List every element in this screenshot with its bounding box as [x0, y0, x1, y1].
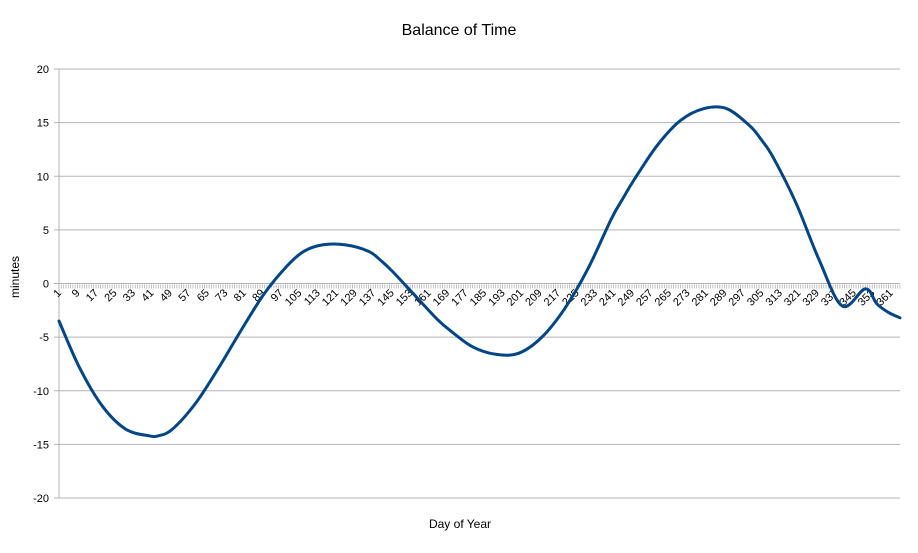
x-tick-label: 1	[51, 287, 64, 300]
x-tick-label: 25	[102, 287, 119, 304]
x-tick-label: 185	[468, 287, 489, 308]
x-tick-label: 257	[634, 287, 655, 308]
x-tick-label: 73	[213, 287, 230, 304]
x-tick-label: 145	[375, 287, 396, 308]
axes	[58, 69, 901, 498]
x-tick-label: 281	[690, 287, 711, 308]
gridlines	[54, 68, 900, 499]
x-tick-label: 81	[232, 287, 249, 304]
x-tick-label: 113	[302, 287, 323, 308]
x-tick-label: 169	[431, 287, 452, 308]
x-tick-label: 9	[70, 287, 83, 300]
y-tick-label: 20	[37, 64, 49, 76]
y-tick-label: -10	[33, 386, 49, 398]
x-tick-label: 41	[139, 287, 156, 304]
x-tick-label: 265	[653, 287, 674, 308]
y-tick-label: 0	[43, 279, 49, 291]
chart-title: Balance of Time	[401, 22, 517, 39]
x-axis-label: Day of Year	[428, 517, 492, 531]
x-tick-label: 105	[283, 287, 304, 308]
x-tick-label: 17	[84, 287, 101, 304]
x-axis-ticks	[58, 284, 901, 289]
y-tick-label: -20	[33, 493, 49, 505]
x-tick-label: 313	[764, 287, 785, 308]
x-tick-label: 241	[597, 287, 618, 308]
x-tick-label: 201	[505, 287, 526, 308]
series-line	[57, 105, 902, 439]
x-tick-label: 177	[449, 287, 470, 308]
y-tick-label: -15	[33, 439, 49, 451]
y-tick-labels: 20 15 10 5 0 -5 -10 -15 -20	[33, 64, 49, 505]
series-layer	[57, 105, 902, 439]
x-tick-label: 193	[486, 287, 507, 308]
x-tick-label: 305	[745, 287, 766, 308]
x-tick-label: 129	[338, 287, 359, 308]
x-tick-label: 289	[708, 287, 729, 308]
x-tick-label: 297	[727, 287, 748, 308]
x-tick-label: 49	[158, 287, 175, 304]
x-tick-labels: 1 9 17 25 33 41 49 57 65 73 81 89 971051131211291371…	[51, 287, 896, 308]
x-tick-label: 33	[121, 287, 138, 304]
x-tick-label: 217	[542, 287, 563, 308]
y-tick-label: 10	[37, 171, 49, 183]
x-tick-label: 233	[579, 287, 600, 308]
y-tick-label: 5	[43, 225, 49, 237]
x-tick-label: 321	[782, 287, 803, 308]
x-tick-label: 57	[176, 287, 193, 304]
x-tick-label: 121	[320, 287, 341, 308]
x-tick-label: 249	[616, 287, 637, 308]
x-tick-label: 209	[523, 287, 544, 308]
y-tick-label: -5	[39, 332, 49, 344]
x-tick-label: 273	[671, 287, 692, 308]
x-tick-label: 137	[357, 287, 378, 308]
y-tick-label: 15	[37, 118, 49, 130]
x-tick-label: 329	[800, 287, 821, 308]
x-tick-label: 65	[195, 287, 212, 304]
